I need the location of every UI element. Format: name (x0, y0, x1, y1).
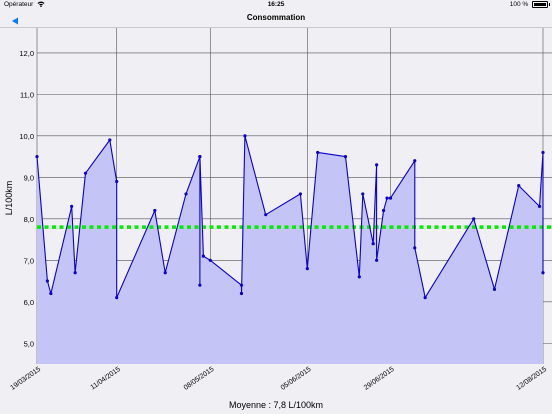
y-tick-label: 9,0 (24, 173, 34, 182)
data-point (388, 196, 393, 200)
y-tick-label: 12,0 (19, 49, 34, 58)
data-point (239, 291, 244, 296)
x-tick-label: 08/05/2015 (183, 366, 216, 392)
data-point (316, 150, 320, 155)
x-tick-label: 11/04/2015 (90, 366, 122, 392)
x-tick-label: 05/06/2015 (280, 366, 313, 392)
data-point (201, 254, 205, 258)
data-point (208, 258, 212, 262)
y-tick-label: 8,0 (24, 215, 34, 224)
status-left: Opérateur (4, 1, 45, 8)
data-point (537, 204, 542, 208)
data-point (264, 213, 268, 217)
x-tick-labels: 19/03/2015 11/04/2015 08/05/2015 05/06/2015… (9, 366, 548, 392)
data-point (35, 154, 39, 159)
data-point (413, 246, 417, 250)
carrier-name: Opérateur (4, 1, 34, 8)
data-point (70, 204, 74, 208)
data-point (198, 283, 202, 287)
y-tick-label: 5,0 (24, 339, 34, 348)
data-point (357, 275, 361, 279)
data-point (83, 171, 88, 175)
series-line (36, 135, 544, 299)
data-point (153, 208, 157, 213)
series-area (37, 135, 543, 364)
data-point (115, 179, 119, 184)
data-point (305, 266, 309, 271)
x-tick-label: 12/08/2015 (515, 366, 548, 392)
data-point (371, 242, 375, 246)
x-tick-label: 19/03/2015 (9, 366, 42, 392)
series-polyline (36, 135, 544, 299)
wifi-icon (35, 1, 45, 8)
data-point (343, 154, 348, 159)
data-point (198, 154, 202, 159)
battery-icon (532, 1, 550, 8)
data-point (361, 192, 365, 196)
navigation-bar: Consommation (0, 10, 552, 28)
area-fill (37, 135, 543, 364)
data-point (413, 159, 417, 163)
back-button[interactable] (10, 13, 20, 25)
back-arrow-icon (12, 17, 18, 25)
y-tick-label: 6,0 (24, 298, 34, 307)
data-point (381, 208, 386, 213)
consumption-chart: 5,0 6,0 7,0 8,0 9,0 10,0 11,0 12,0 19/03/2015 11… (0, 28, 552, 398)
y-tick-label: 7,0 (24, 256, 34, 265)
x-tick-label: 29/06/2015 (363, 366, 396, 392)
data-point (73, 271, 77, 275)
data-point (108, 138, 112, 142)
data-point (163, 271, 167, 275)
status-right: 100 % (509, 1, 550, 9)
data-point (184, 192, 188, 196)
data-points (35, 134, 545, 300)
data-point (541, 271, 545, 275)
y-axis-label: L/100km (4, 181, 14, 216)
data-point (239, 283, 244, 287)
data-point (423, 296, 427, 300)
average-footer: Moyenne : 7,8 L/100km (228, 400, 324, 410)
data-point (541, 150, 545, 155)
battery-percent: 100 % (509, 1, 529, 9)
page-title: Consommation (246, 13, 306, 22)
data-point (375, 163, 379, 167)
data-point (243, 134, 247, 138)
data-point (385, 196, 389, 200)
data-point (375, 258, 379, 262)
data-point (298, 192, 302, 196)
data-point (45, 279, 49, 283)
y-tick-labels: 5,0 6,0 7,0 8,0 9,0 10,0 11,0 12,0 (19, 49, 34, 348)
data-point (115, 296, 119, 300)
data-point (49, 291, 53, 296)
data-point (472, 217, 476, 221)
chart-svg: 5,0 6,0 7,0 8,0 9,0 10,0 11,0 12,0 19/03/2015 11… (4, 28, 552, 392)
status-bar: Opérateur 16:25 100 % (0, 0, 552, 10)
data-point (517, 184, 521, 188)
status-time: 16:25 (267, 1, 285, 8)
y-tick-label: 10,0 (19, 132, 34, 141)
data-point (492, 287, 497, 291)
y-tick-label: 11,0 (20, 90, 34, 99)
